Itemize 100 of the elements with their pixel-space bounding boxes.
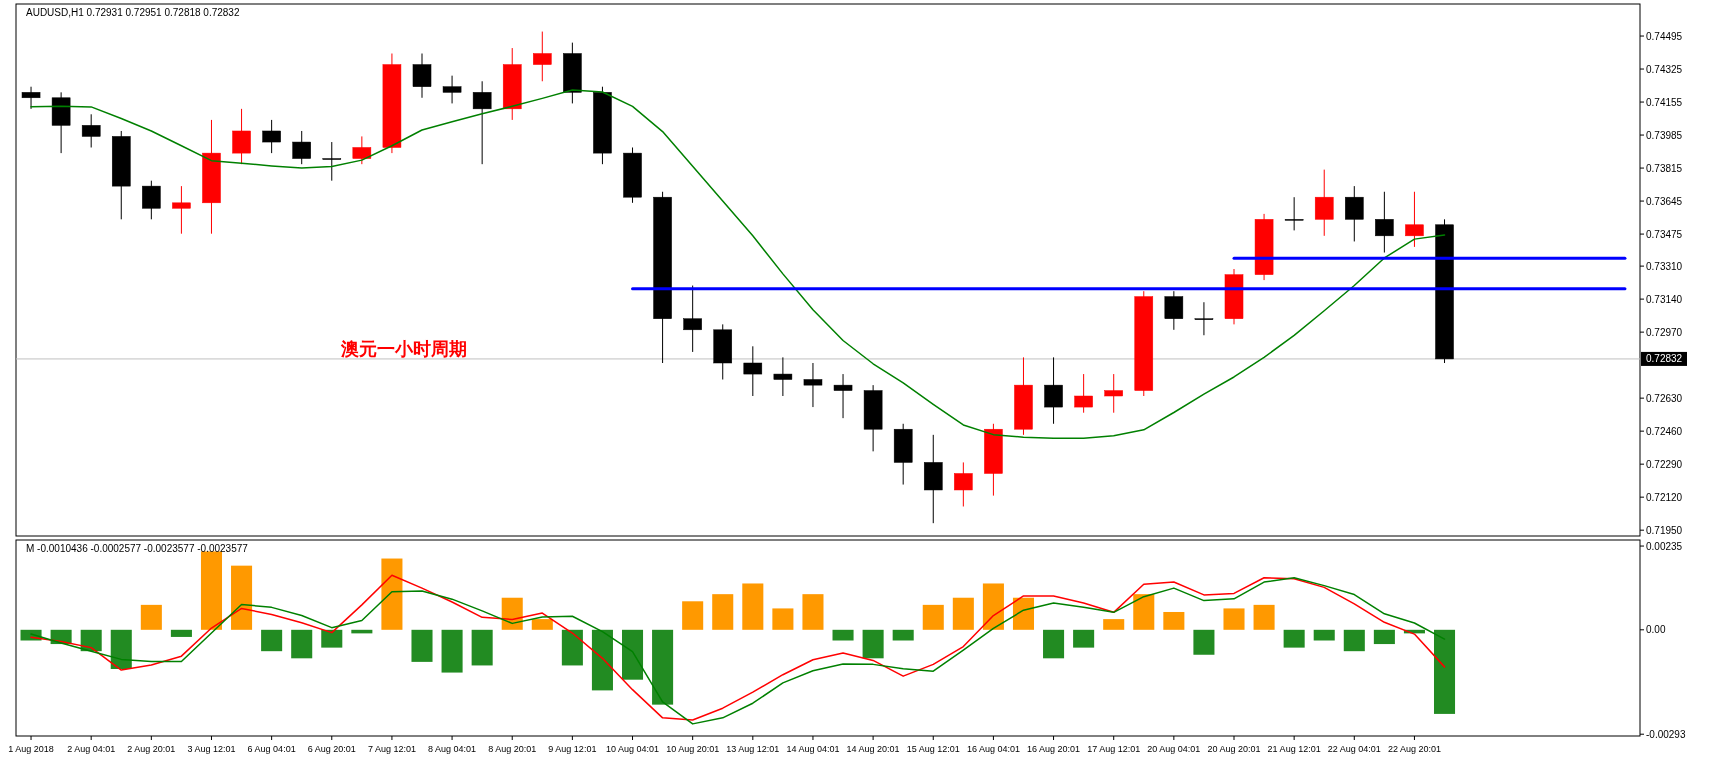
- candlestick: [773, 356, 793, 397]
- x-tick-label: 20 Aug 04:01: [1147, 744, 1201, 754]
- x-tick-label: 9 Aug 12:01: [548, 744, 597, 754]
- candlestick: [1074, 373, 1093, 414]
- ref-line-label: 0.72832: [1646, 353, 1683, 365]
- bar: [411, 629, 433, 662]
- bar: [772, 608, 794, 630]
- x-tick-label: 6 Aug 04:01: [247, 744, 296, 754]
- x-tick-label: 10 Aug 04:01: [605, 744, 660, 754]
- y-tick-label: 0.74155: [1646, 96, 1683, 108]
- bar: [561, 629, 583, 666]
- line-series: [30, 89, 1446, 439]
- annotation: 澳元一小时周期: [339, 339, 467, 360]
- bar: [231, 565, 253, 630]
- y-tick-label: 0.72460: [1646, 425, 1683, 437]
- bar: [1283, 629, 1305, 648]
- candlestick: [21, 86, 41, 110]
- y-tick-label: 0.73985: [1646, 129, 1683, 141]
- x-tick-label: 16 Aug 04:01: [966, 744, 1020, 754]
- x-tick-label: 8 Aug 04:01: [428, 744, 477, 754]
- y-tick-label: 0.73310: [1646, 260, 1683, 272]
- x-tick-label: 17 Aug 12:01: [1087, 744, 1141, 754]
- candlestick: [743, 345, 763, 397]
- bar: [170, 629, 192, 637]
- candlestick: [833, 373, 853, 419]
- candlestick: [232, 108, 251, 165]
- bar: [1103, 619, 1125, 630]
- bar: [1133, 594, 1155, 630]
- x-tick-label: 20 Aug 20:01: [1207, 744, 1261, 754]
- y-tick-label: 0.73815: [1646, 162, 1683, 174]
- bar: [591, 629, 613, 691]
- x-tick-label: 16 Aug 20:01: [1027, 744, 1081, 754]
- y-tick-label: 0.72630: [1646, 392, 1683, 404]
- candlestick: [954, 461, 973, 507]
- candlestick: [1284, 196, 1304, 231]
- bar: [682, 601, 704, 630]
- bar: [291, 629, 313, 659]
- x-tick-label: 2 Aug 04:01: [67, 744, 116, 754]
- candlestick: [172, 185, 191, 235]
- bar: [892, 629, 914, 641]
- candlestick: [262, 119, 281, 154]
- bar: [1313, 629, 1335, 641]
- candlestick: [1044, 356, 1063, 425]
- bar: [1223, 608, 1245, 630]
- bar: [1433, 629, 1456, 714]
- candlestick: [322, 141, 342, 182]
- candlestick: [683, 285, 702, 353]
- x-tick-label: 22 Aug 04:01: [1327, 744, 1381, 754]
- y-tick-label: 0.73140: [1646, 293, 1683, 305]
- y-tick-label: 0.00: [1646, 624, 1666, 636]
- candlestick: [1375, 191, 1394, 254]
- bar: [652, 629, 674, 705]
- x-tick-label: 14 Aug 04:01: [786, 744, 840, 754]
- bar: [802, 594, 824, 630]
- bar: [1043, 629, 1065, 659]
- candlestick: [472, 80, 492, 165]
- bar: [321, 629, 343, 648]
- candlestick: [81, 113, 101, 148]
- bar: [952, 597, 974, 630]
- chart-title: M -0.0010436 -0.0002577 -0.0023577 -0.0023577: [26, 543, 249, 554]
- candlestick: [292, 130, 311, 165]
- x-tick-label: 3 Aug 12:01: [187, 744, 236, 754]
- bar: [1012, 597, 1035, 630]
- x-tick-label: 2 Aug 20:01: [127, 744, 176, 754]
- bar: [862, 629, 884, 659]
- x-tick-label: 14 Aug 20:01: [846, 744, 900, 754]
- chart-title: AUDUSD,H1 0.72931 0.72951 0.72818 0.72832: [26, 7, 240, 18]
- candlestick: [412, 53, 432, 99]
- x-tick-label: 13 Aug 12:01: [726, 744, 780, 754]
- candlestick: [533, 31, 552, 82]
- bar: [140, 604, 162, 630]
- x-tick-label: 10 Aug 20:01: [666, 744, 720, 754]
- x-tick-label: 21 Aug 12:01: [1267, 744, 1321, 754]
- x-tick-label: 22 Aug 20:01: [1387, 744, 1441, 754]
- bar: [381, 558, 403, 630]
- y-tick-label: 0.72120: [1646, 491, 1683, 503]
- y-tick-label: -0.00293: [1646, 728, 1686, 740]
- y-tick-label: 0.72290: [1646, 458, 1683, 470]
- bar: [441, 629, 463, 673]
- bar: [501, 597, 523, 630]
- x-tick-label: 8 Aug 20:01: [488, 744, 537, 754]
- y-tick-label: 0.74495: [1646, 30, 1683, 42]
- bar: [1343, 629, 1365, 652]
- y-tick-label: 0.71950: [1646, 524, 1683, 536]
- bar: [261, 629, 283, 652]
- candlestick: [1164, 290, 1184, 331]
- bar: [712, 594, 734, 630]
- bar: [1193, 629, 1215, 655]
- candlestick: [1405, 191, 1424, 248]
- y-tick-label: 0.73475: [1646, 228, 1683, 240]
- bar: [621, 629, 644, 680]
- y-tick-label: 0.73645: [1646, 195, 1683, 207]
- x-tick-label: 15 Aug 12:01: [906, 744, 960, 754]
- candlestick: [442, 75, 462, 104]
- x-tick-label: 7 Aug 12:01: [367, 744, 416, 754]
- bar: [1373, 629, 1395, 645]
- candlestick: [1194, 301, 1214, 336]
- candlestick: [803, 362, 823, 408]
- y-tick-label: 0.74325: [1646, 63, 1683, 75]
- candlestick: [1104, 373, 1123, 414]
